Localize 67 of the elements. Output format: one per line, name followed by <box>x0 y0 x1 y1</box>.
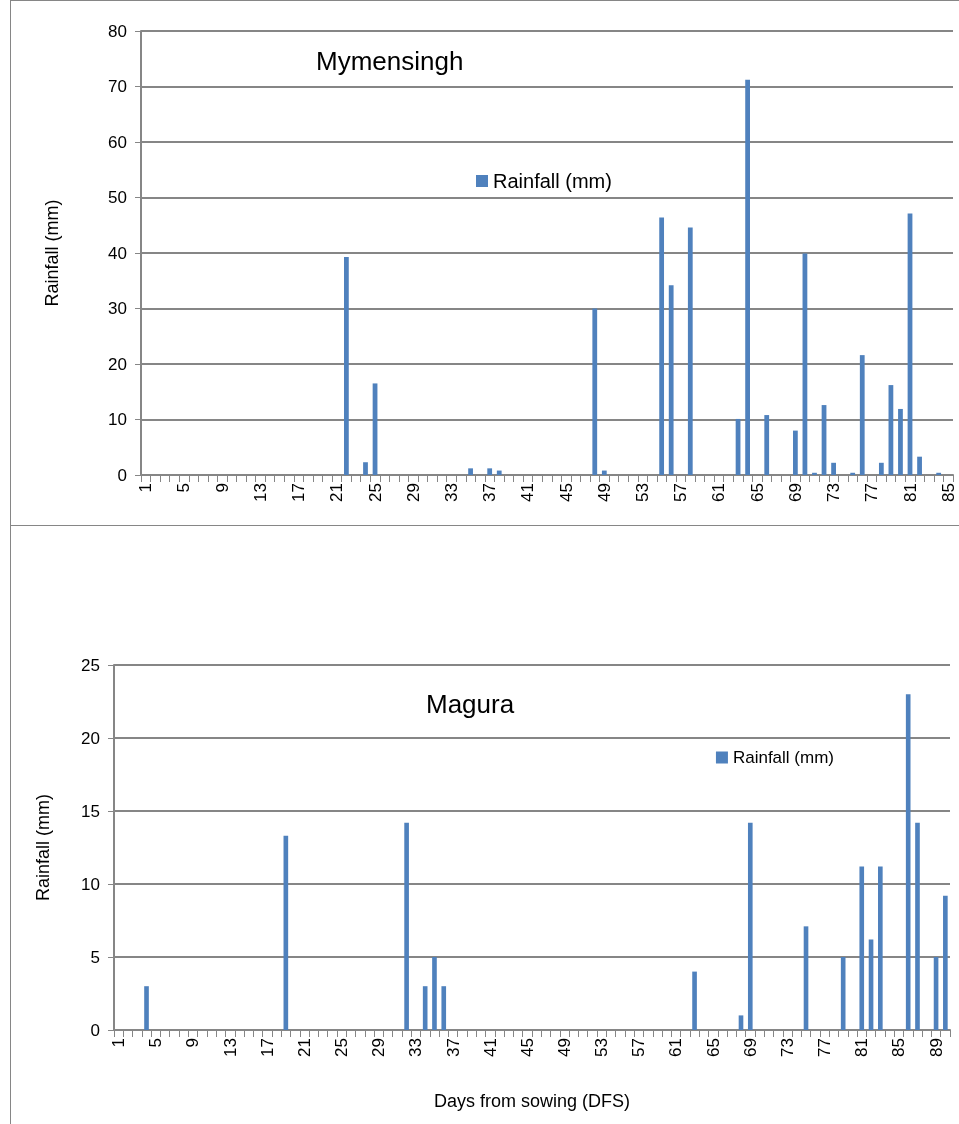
x-tick-label: 13 <box>250 483 270 502</box>
y-tick-label: 60 <box>108 132 127 152</box>
y-tick-label: 10 <box>108 410 127 429</box>
x-tick-label: 77 <box>862 483 882 502</box>
y-tick-label: 80 <box>108 21 127 41</box>
x-tick-label: 65 <box>747 483 767 502</box>
y-axis-title: Rainfall (mm) <box>42 199 62 307</box>
x-tick-label: 85 <box>889 1038 909 1057</box>
x-tick-label: 49 <box>594 483 614 502</box>
x-tick-label: 29 <box>403 483 423 502</box>
y-tick-label: 25 <box>81 655 100 675</box>
x-tick-label: 5 <box>146 1038 166 1048</box>
x-tick-label: 53 <box>633 483 653 502</box>
x-tick-label: 69 <box>740 1038 760 1057</box>
x-tick-label: 17 <box>289 483 309 502</box>
x-tick-label: 89 <box>926 1038 946 1057</box>
x-tick-label: 49 <box>555 1038 575 1057</box>
x-tick-label: 45 <box>556 483 576 502</box>
x-tick-label: 25 <box>365 483 385 502</box>
x-tick-label: 1 <box>109 1038 129 1048</box>
x-tick-label: 45 <box>517 1038 537 1057</box>
x-tick-label: 37 <box>480 483 500 502</box>
x-tick-label: 85 <box>938 483 958 502</box>
x-tick-label: 37 <box>443 1038 463 1057</box>
x-tick-label: 69 <box>785 483 805 502</box>
text: Magura <box>426 689 515 719</box>
x-tick-label: 29 <box>369 1038 389 1057</box>
y-tick-label: 20 <box>108 354 127 374</box>
x-tick-label: 17 <box>257 1038 277 1057</box>
y-tick-label: 50 <box>108 188 127 207</box>
x-tick-label: 65 <box>703 1038 723 1057</box>
x-tick-label: 57 <box>629 1038 649 1057</box>
x-tick-label: 81 <box>852 1038 872 1057</box>
x-tick-label: 1 <box>136 483 156 493</box>
x-tick-label: 9 <box>183 1038 203 1048</box>
x-tick-label: 61 <box>709 483 729 502</box>
x-tick-label: 5 <box>174 483 194 493</box>
y-tick-label: 0 <box>117 465 127 485</box>
x-tick-label: 25 <box>332 1038 352 1057</box>
x-tick-label: 41 <box>518 483 538 502</box>
y-tick-label: 40 <box>108 243 127 263</box>
x-tick-label: 57 <box>671 483 691 502</box>
x-tick-label: 21 <box>327 483 347 502</box>
x-tick-label: 77 <box>815 1038 835 1057</box>
x-tick-label: 61 <box>666 1038 686 1057</box>
y-tick-label: 10 <box>81 874 100 894</box>
y-tick-label: 0 <box>90 1020 100 1040</box>
x-tick-label: 21 <box>294 1038 314 1057</box>
y-axis-title: Rainfall (mm) <box>33 793 53 902</box>
y-tick-label: 20 <box>81 728 100 748</box>
x-tick-label: 73 <box>777 1038 797 1057</box>
x-axis-title: Days from sowing (DFS) <box>433 1091 631 1111</box>
x-tick-label: 33 <box>406 1038 426 1057</box>
y-tick-label: 5 <box>90 947 100 967</box>
legend-label: Rainfall (mm) <box>732 748 834 767</box>
x-tick-label: 33 <box>441 483 461 502</box>
y-tick-label: 30 <box>108 299 127 318</box>
x-tick-label: 73 <box>824 483 844 502</box>
legend-label: Rainfall (mm) <box>493 170 612 192</box>
x-tick-label: 9 <box>212 483 232 493</box>
x-tick-label: 53 <box>592 1038 612 1057</box>
x-tick-label: 41 <box>480 1038 500 1057</box>
x-tick-label: 13 <box>220 1038 240 1057</box>
y-tick-label: 15 <box>81 801 100 821</box>
x-tick-label: 81 <box>900 483 920 502</box>
y-tick-label: 70 <box>108 77 127 96</box>
text: Mymensingh <box>316 46 464 76</box>
